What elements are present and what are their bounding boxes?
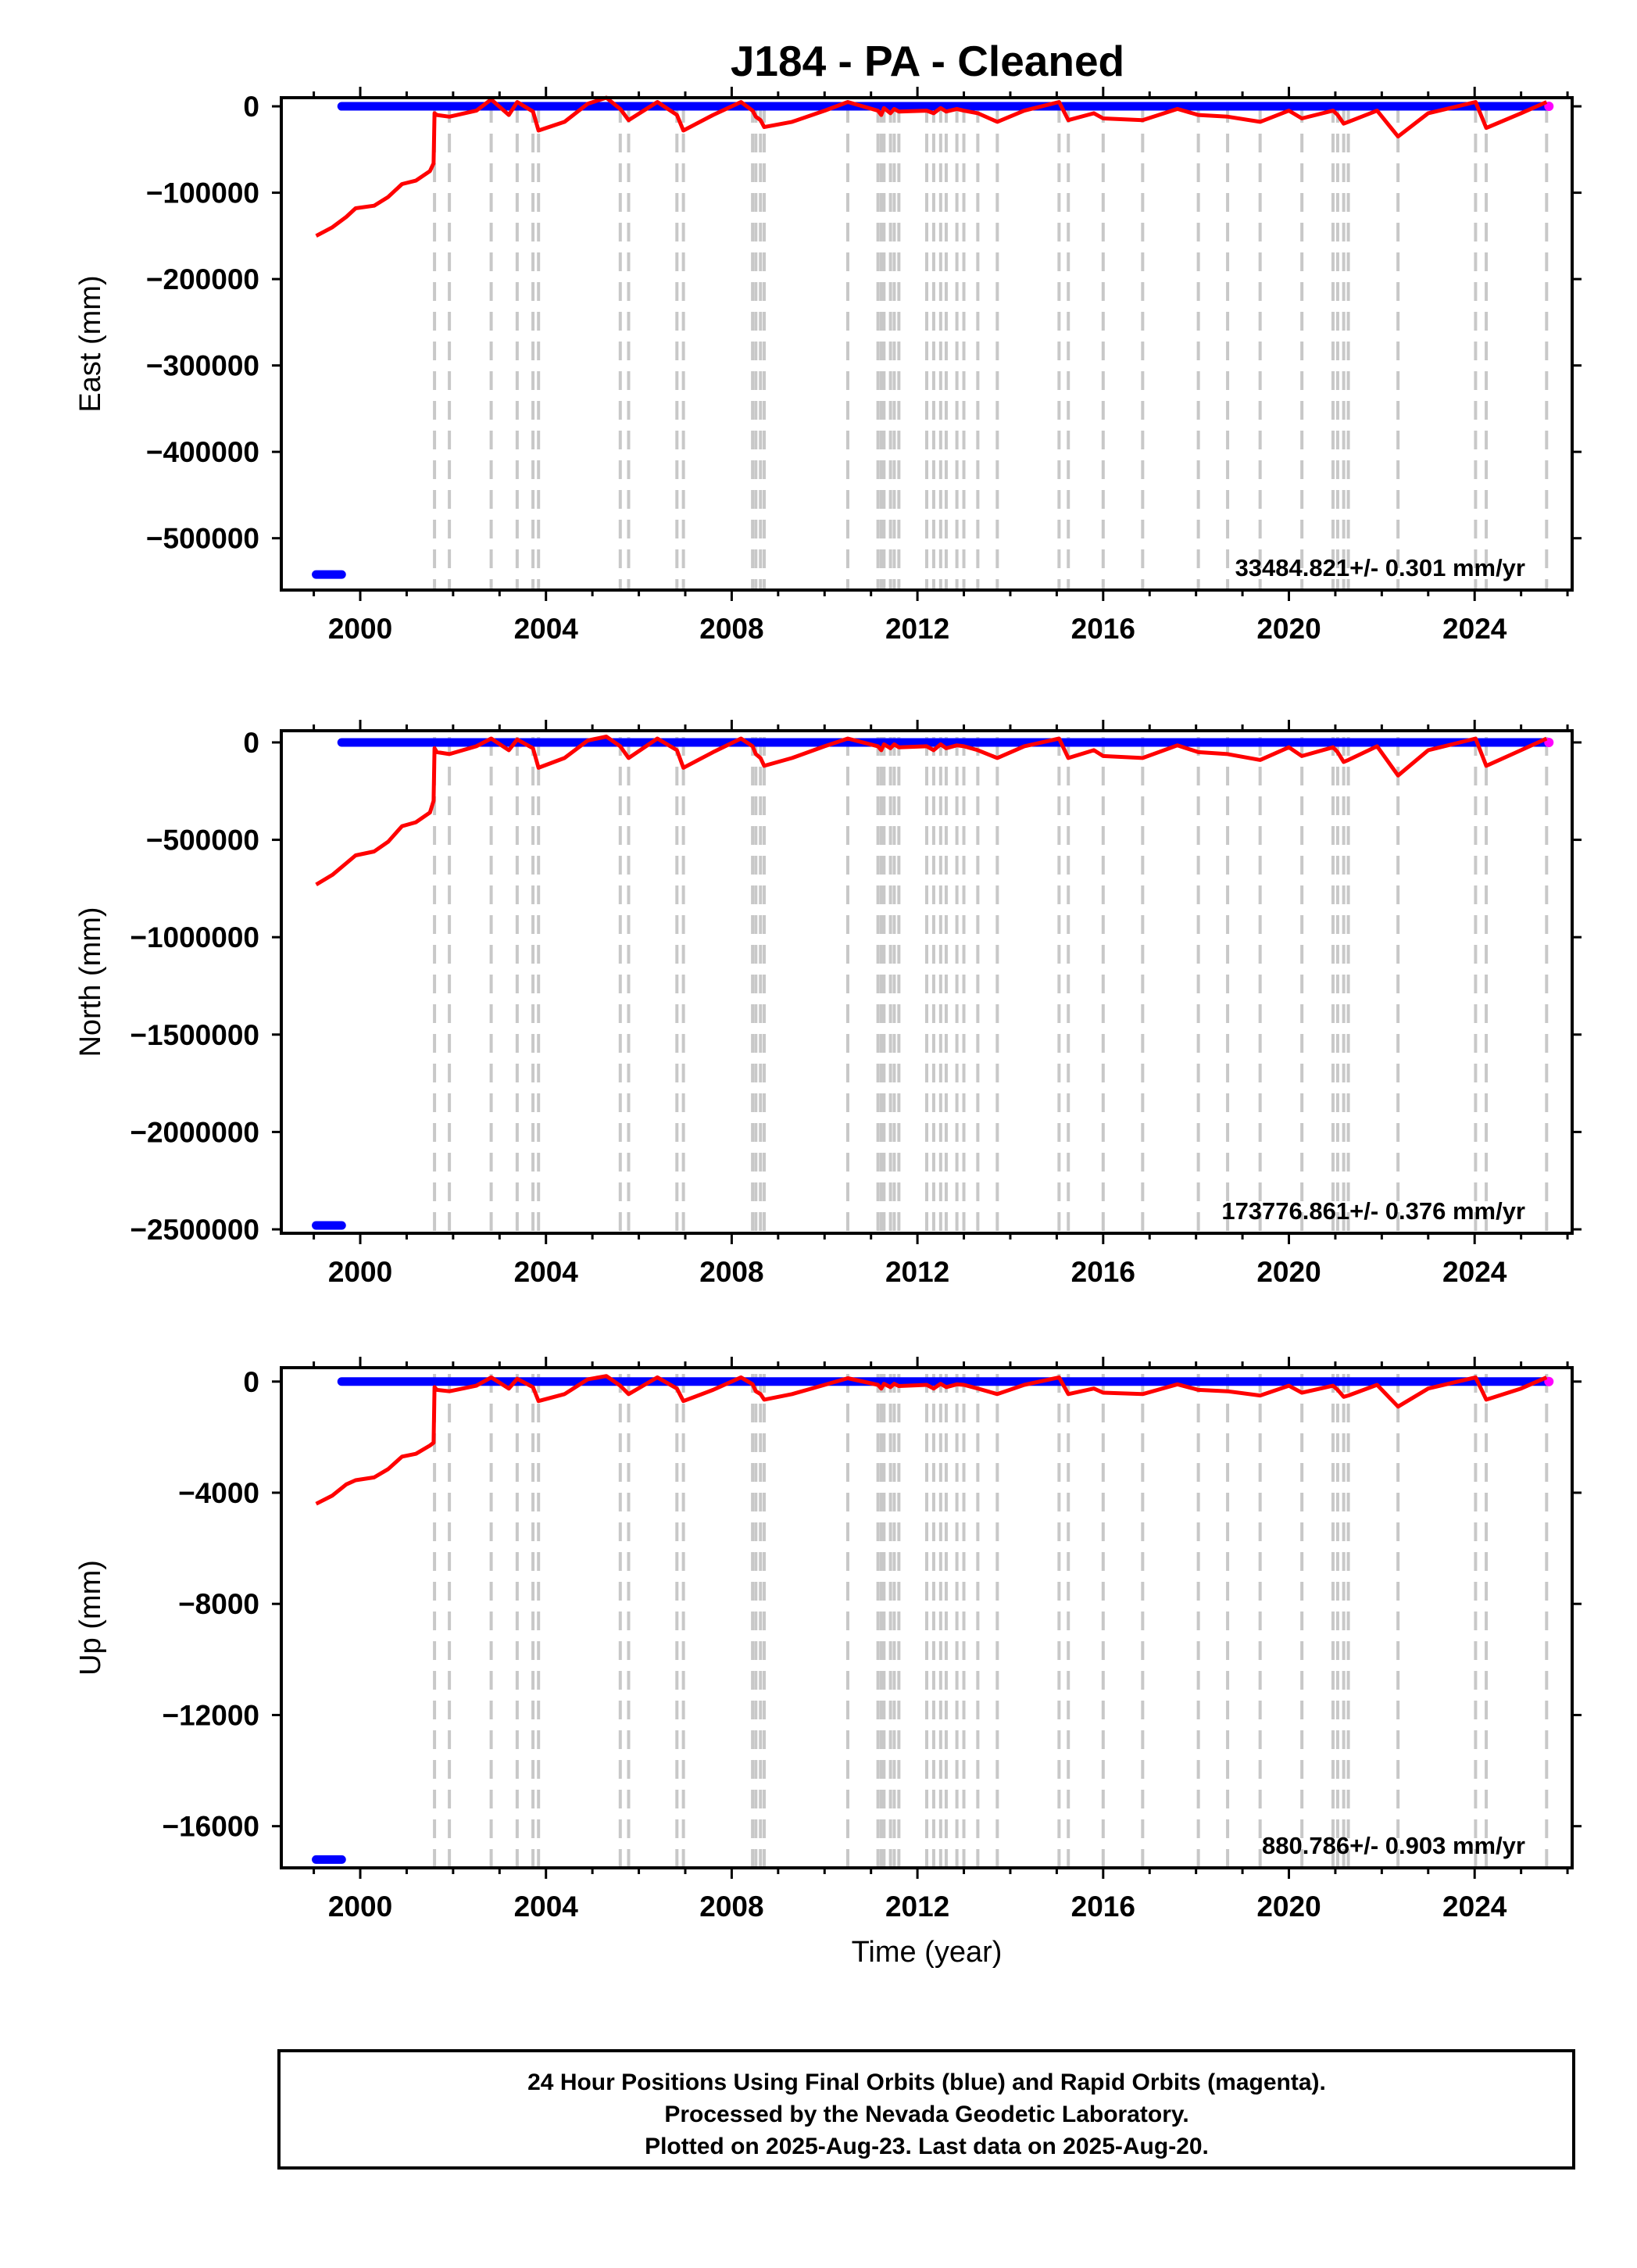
y-tick-label: −300000 — [146, 350, 259, 382]
x-tick-label: 2020 — [1256, 613, 1321, 645]
x-tick-label: 2024 — [1442, 1891, 1507, 1923]
x-tick-label: 2008 — [699, 613, 763, 645]
y-tick-label: −1500000 — [130, 1019, 259, 1051]
panels-layer: 0−100000−200000−300000−400000−5000002000… — [74, 87, 1582, 1923]
x-tick-label: 2004 — [514, 1891, 579, 1923]
y-tick-label: −200000 — [146, 263, 259, 295]
footer-frame — [277, 2049, 1575, 2170]
y-axis-label: East (mm) — [74, 275, 107, 412]
panel-1: 0 −500000 −1000000 −1500000 −2000000 −2500000… — [74, 720, 1582, 1288]
rate-annotation: 880.786+/- 0.903 mm/yr — [1262, 1832, 1525, 1859]
x-tick-label: 2020 — [1256, 1256, 1321, 1288]
x-tick-label: 2012 — [885, 1256, 949, 1288]
y-tick-label: 0 — [243, 727, 259, 759]
x-tick-label: 2000 — [328, 1891, 392, 1923]
panel-0: 0 −100000 −200000 −300000 −400000 −500000 2000… — [74, 87, 1582, 645]
y-tick-label: −1000000 — [130, 921, 259, 953]
y-tick-label: −16000 — [163, 1811, 260, 1843]
x-tick-label: 2020 — [1256, 1891, 1321, 1923]
plot-frame — [280, 729, 1574, 1235]
y-tick-label: −8000 — [178, 1588, 259, 1620]
y-tick-label: −400000 — [146, 436, 259, 468]
y-tick-label: 0 — [243, 91, 259, 123]
x-tick-label: 2016 — [1071, 1256, 1135, 1288]
x-tick-label: 2000 — [328, 1256, 392, 1288]
y-tick-label: −100000 — [146, 177, 259, 209]
x-tick-label: 2016 — [1071, 613, 1135, 645]
chart-title: J184 - PA - Cleaned — [731, 37, 1124, 85]
x-tick-label: 2012 — [885, 613, 949, 645]
x-tick-label: 2024 — [1442, 613, 1507, 645]
y-tick-label: −500000 — [146, 825, 259, 857]
rate-annotation: 33484.821+/- 0.301 mm/yr — [1235, 554, 1525, 581]
y-axis-label: Up (mm) — [74, 1560, 107, 1676]
x-axis-label: Time (year) — [852, 1936, 1003, 1969]
x-tick-label: 2008 — [699, 1891, 763, 1923]
footer-line-1: 24 Hour Positions Using Final Orbits (bl… — [527, 2069, 1326, 2095]
footer-line-2: Processed by the Nevada Geodetic Laborat… — [664, 2102, 1188, 2127]
y-axis-label: North (mm) — [74, 907, 107, 1057]
x-tick-label: 2008 — [699, 1256, 763, 1288]
footer-box: 24 Hour Positions Using Final Orbits (bl… — [277, 2049, 1575, 2170]
x-tick-label: 2012 — [885, 1891, 949, 1923]
y-tick-label: −500000 — [146, 523, 259, 555]
x-tick-label: 2016 — [1071, 1891, 1135, 1923]
x-tick-label: 2024 — [1442, 1256, 1507, 1288]
panel-2: 0 −4000 −8000 −12000 −16000 2000 2004 2008 2012 2… — [74, 1357, 1582, 1923]
rate-annotation: 173776.861+/- 0.376 mm/yr — [1221, 1197, 1525, 1225]
y-tick-label: −4000 — [178, 1477, 259, 1509]
model-fit-line — [315, 95, 1548, 238]
y-tick-label: −2000000 — [130, 1116, 259, 1148]
x-tick-label: 2000 — [328, 613, 392, 645]
x-tick-label: 2004 — [514, 1256, 579, 1288]
model-fit-line — [315, 1374, 1548, 1506]
plot-frame — [280, 1366, 1574, 1869]
x-tick-label: 2004 — [514, 613, 579, 645]
y-tick-label: 0 — [243, 1366, 259, 1398]
footer-line-3: Plotted on 2025-Aug-23. Last data on 202… — [645, 2134, 1209, 2159]
y-tick-label: −2500000 — [130, 1214, 259, 1246]
y-tick-label: −12000 — [163, 1699, 260, 1731]
plot-frame — [280, 96, 1574, 592]
model-fit-line — [315, 735, 1548, 887]
